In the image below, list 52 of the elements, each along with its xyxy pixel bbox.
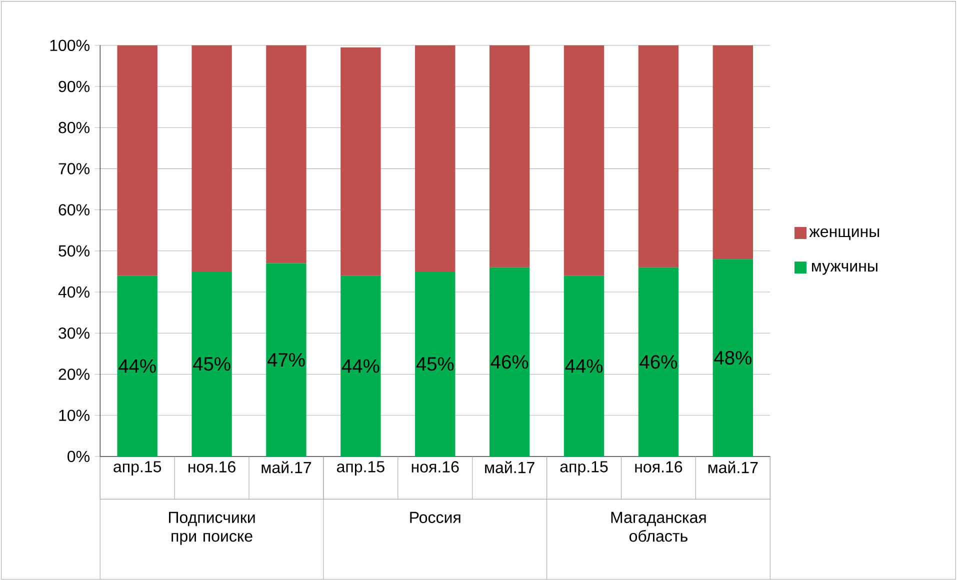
x-tick-label: апр.15 <box>336 461 384 476</box>
bar <box>489 268 530 457</box>
x-tick-label: май.17 <box>485 461 534 474</box>
bar <box>415 46 456 272</box>
x-tick-label: ноя.16 <box>412 461 459 473</box>
y-tick-label: 100% <box>50 40 90 52</box>
bar <box>638 46 679 268</box>
data-label: 47% <box>267 353 305 367</box>
legend-label: мужчины <box>812 263 878 275</box>
y-tick-label: 30% <box>58 328 90 339</box>
y-tick-label: 10% <box>59 410 90 422</box>
bar <box>117 46 158 276</box>
legend-label: женщины <box>809 228 880 240</box>
y-tick-label: 0% <box>68 451 90 462</box>
x-tick-label: апр.15 <box>560 461 608 476</box>
x-tick-label: апр.15 <box>114 461 162 476</box>
bar <box>415 272 456 457</box>
x-tick-label: май.17 <box>708 461 758 474</box>
data-label: 44% <box>118 360 156 373</box>
bar <box>638 268 679 457</box>
bar <box>489 46 530 268</box>
x-tick-label: ноя.16 <box>188 461 236 473</box>
x-tick-label: ноя.16 <box>635 461 682 473</box>
bar <box>712 259 754 457</box>
bar <box>564 276 604 457</box>
x-tick-label: май.17 <box>262 461 311 474</box>
bar <box>712 46 754 260</box>
data-label: 44% <box>342 360 380 373</box>
bar <box>340 48 381 276</box>
y-tick-label: 70% <box>58 163 90 175</box>
data-label: 44% <box>565 360 603 373</box>
bar <box>266 46 306 264</box>
text: Магаданская область <box>611 512 706 542</box>
y-tick-label: 90% <box>58 81 90 92</box>
bar <box>340 276 381 457</box>
text: Россия <box>410 512 460 524</box>
y-tick-label: 20% <box>58 368 90 380</box>
data-label: 45% <box>416 357 454 371</box>
bar <box>192 46 232 272</box>
bar <box>192 272 232 457</box>
y-tick-label: 50% <box>58 245 90 257</box>
data-label: 46% <box>640 355 678 369</box>
y-tick-label: 80% <box>58 122 90 134</box>
data-label: 45% <box>192 357 230 371</box>
data-label: 46% <box>490 355 528 369</box>
bar <box>266 263 306 457</box>
text: Подписчики при поиске <box>169 512 255 546</box>
bar <box>117 276 158 457</box>
y-tick-label: 60% <box>58 204 90 216</box>
bar <box>564 46 604 276</box>
y-tick-label: 40% <box>58 286 90 298</box>
data-label: 48% <box>714 351 752 365</box>
